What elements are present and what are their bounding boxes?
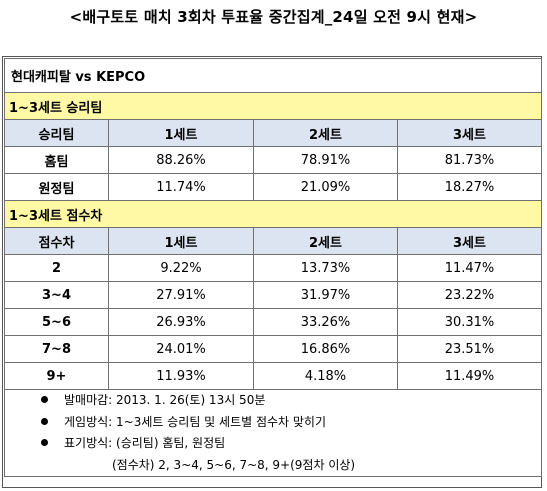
table-row: 홈팀 88.26% 78.91% 81.73% — [4, 146, 543, 174]
table-cell: 33.26% — [253, 308, 398, 336]
note-text: 게임방식: 1~3세트 승리팀 및 세트별 점수차 맞히기 — [64, 414, 327, 429]
bullet-icon — [41, 439, 48, 446]
section-title-winner: 1~3세트 승리팀 — [3, 92, 543, 120]
column-header: 2세트 — [253, 119, 398, 147]
match-name: 현대캐피탈 vs KEPCO — [3, 58, 543, 93]
table-row: 2 9.22% 13.73% 11.47% — [4, 254, 543, 282]
table-cell: 30.31% — [396, 308, 543, 336]
table-cell: 88.26% — [108, 146, 254, 174]
section-title-score-diff: 1~3세트 점수차 — [3, 200, 543, 228]
row-label: 원정팀 — [4, 173, 109, 201]
table-cell: 26.93% — [108, 308, 254, 336]
note-text: 발매마감: 2013. 1. 26(토) 13시 50분 — [64, 393, 266, 407]
page-title: <배구토토 매치 3회차 투표율 중간집계_24일 오전 9시 현재> — [69, 8, 478, 26]
row-label: 5~6 — [4, 308, 109, 336]
note-continuation: (점수차) 2, 3~4, 5~6, 7~8, 9+(9점차 이상) — [112, 457, 356, 472]
table-row: 9+ 11.93% 4.18% 11.49% — [4, 362, 543, 390]
table-cell: 27.91% — [108, 281, 254, 309]
table-cell: 11.93% — [108, 362, 254, 390]
table-cell: 4.18% — [253, 362, 398, 390]
table-cell: 81.73% — [396, 146, 543, 174]
column-headers-winner: 승리팀 1세트 2세트 3세트 — [4, 119, 543, 147]
table-cell: 31.97% — [253, 281, 398, 309]
table-cell: 78.91% — [253, 146, 398, 174]
table-row: 원정팀 11.74% 21.09% 18.27% — [4, 173, 543, 201]
column-header: 승리팀 — [4, 119, 109, 147]
note-item: 게임방식: 1~3세트 승리팀 및 세트별 점수차 맞히기 — [11, 412, 541, 434]
note-item: 발매마감: 2013. 1. 26(토) 13시 50분 — [11, 391, 541, 412]
notes-row: 발매마감: 2013. 1. 26(토) 13시 50분 게임방식: 1~3세트… — [3, 389, 543, 477]
row-label: 홈팀 — [4, 146, 109, 174]
column-header: 1세트 — [108, 119, 254, 147]
vote-rate-table: 현대캐피탈 vs KEPCO 1~3세트 승리팀 승리팀 1세트 2세트 3세트… — [3, 58, 543, 477]
column-header: 1세트 — [108, 227, 254, 255]
row-label: 9+ — [4, 362, 109, 390]
table-cell: 11.47% — [396, 254, 543, 282]
table-row: 5~6 26.93% 33.26% 30.31% — [4, 308, 543, 336]
row-label: 3~4 — [4, 281, 109, 309]
bullet-icon — [41, 417, 48, 425]
table-cell: 18.27% — [396, 173, 543, 201]
notes-cell: 발매마감: 2013. 1. 26(토) 13시 50분 게임방식: 1~3세트… — [3, 389, 543, 477]
note-item: 표기방식: (승리팀) 홈팀, 원정팀 — [11, 433, 541, 455]
row-label: 7~8 — [4, 335, 109, 363]
table-cell: 11.49% — [396, 362, 543, 390]
section-header-score-diff: 1~3세트 점수차 — [3, 200, 543, 228]
section-header-winner: 1~3세트 승리팀 — [3, 92, 543, 120]
column-header: 점수차 — [4, 227, 109, 255]
table-cell: 16.86% — [253, 335, 398, 363]
note-text: 표기방식: (승리팀) 홈팀, 원정팀 — [64, 436, 226, 450]
column-headers-score-diff: 점수차 1세트 2세트 3세트 — [4, 227, 543, 255]
table-cell: 11.74% — [108, 173, 254, 201]
table-cell: 13.73% — [253, 254, 398, 282]
table-cell: 21.09% — [253, 173, 398, 201]
column-header: 2세트 — [253, 227, 398, 255]
table-row: 3~4 27.91% 31.97% 23.22% — [4, 281, 543, 309]
table-cell: 23.22% — [396, 281, 543, 309]
table-cell: 9.22% — [108, 254, 254, 282]
column-header: 3세트 — [396, 227, 543, 255]
match-row: 현대캐피탈 vs KEPCO — [3, 58, 543, 93]
table-cell: 23.51% — [396, 335, 543, 363]
row-label: 2 — [4, 254, 109, 282]
column-header: 3세트 — [396, 119, 543, 147]
bullet-icon — [41, 396, 48, 403]
table-row: 7~8 24.01% 16.86% 23.51% — [4, 335, 543, 363]
table-cell: 24.01% — [108, 335, 254, 363]
